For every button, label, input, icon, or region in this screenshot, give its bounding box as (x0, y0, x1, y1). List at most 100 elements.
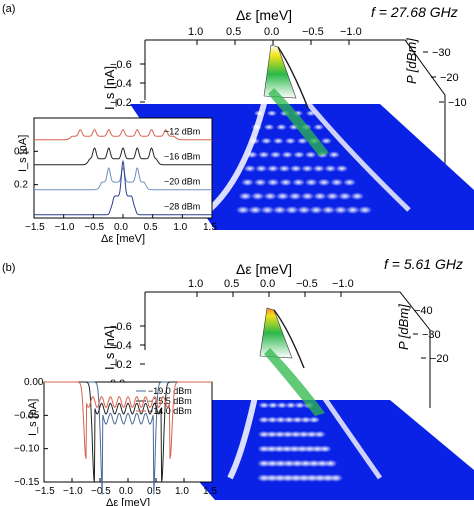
inset-x-tick-label: −1.5 (25, 222, 45, 233)
surface-ripple (266, 416, 279, 424)
surface-ripple (272, 206, 287, 214)
inset-legend-label: −15.5 dBm (148, 396, 192, 406)
z-tick-label: −0.4 (110, 340, 132, 352)
p-tick-label: −30 (432, 47, 451, 59)
inset-x-tick-label: 1.0 (175, 486, 189, 497)
surface-ripple (304, 178, 318, 187)
inset-x-tick-label: 0.0 (114, 222, 128, 233)
panel-label-a: (a) (2, 3, 15, 15)
inset-x-label: Δε [meV] (101, 233, 145, 245)
surface-ripple (304, 151, 317, 159)
surface-ripple (263, 123, 275, 131)
surface-ripple (323, 459, 338, 468)
p-tick-label: −30 (422, 329, 441, 341)
surface-ripple (313, 430, 326, 438)
panel-label-b: (b) (2, 262, 15, 274)
surface-ripple (325, 192, 340, 201)
surface-ripple (345, 206, 360, 214)
surface-ripple (313, 192, 327, 201)
x-tick-label: 0.5 (224, 278, 239, 290)
surface-ripple (284, 137, 297, 145)
surface-ripple (284, 206, 299, 214)
ticks-a: 1.00.50.0−0.5−1.0−0.6−0.4−0.20.0−30−20−1… (110, 26, 467, 128)
inset-x-tick-label: −1.5 (35, 486, 55, 497)
z-axis-label-a: I_s [nA] (102, 66, 117, 110)
surface-ripple (274, 387, 286, 394)
inset-b: −1.5 −1.0 −0.5 0.0 0.5 1.0 1.5−0.15−0.10−0.050… (14, 377, 217, 506)
surface-ripple (318, 445, 332, 453)
surface-ripple (266, 110, 277, 117)
surface-ripple (299, 416, 312, 424)
surface-ripple (343, 178, 356, 187)
surface-ripple (293, 151, 305, 159)
p-tick-label: −20 (430, 353, 449, 365)
surface-ripple (283, 416, 295, 424)
surface-ripple (278, 164, 291, 173)
surface-ripple (335, 164, 348, 173)
inset-y-label: I_s [nA] (27, 399, 39, 436)
surface-ripple (350, 192, 365, 201)
x-axis-label-b: Δε [meV] (236, 261, 292, 277)
y-axis-label-a: P [dBm] (404, 38, 419, 84)
surface-ripple (257, 151, 270, 159)
box-frame-a (144, 39, 446, 195)
x-tick-label: 1.0 (188, 278, 203, 290)
surface-ripple (276, 123, 287, 131)
surface-ripple (279, 178, 293, 187)
x-axis-label-a: Δε [meV] (236, 7, 292, 23)
surface-ridge-green (268, 88, 329, 156)
surface-ripple (281, 151, 294, 159)
box-frame-b (144, 291, 431, 408)
inset-x-tick-label: −0.5 (91, 486, 111, 497)
inset-x-tick-label: 1.5 (203, 222, 217, 233)
surface-ripple (296, 137, 309, 145)
inset-series-label: −12 dBm (164, 127, 200, 137)
ticks-b: 1.00.50.0−0.5−1.0−0.6−0.4−0.20.0−40−30−2… (110, 278, 449, 390)
surface-ripple (266, 164, 279, 173)
surface-ripple (292, 178, 305, 187)
inset-a: −1.5 −1.0 −0.5 0.0 0.5 1.0 1.5 0.2 0.4 Δε [meV] I_… (14, 117, 217, 245)
surface-ripple (236, 206, 250, 214)
surface-ripple (285, 401, 297, 409)
inset-series-label: −20 dBm (164, 177, 200, 187)
surface-peak-ridge (273, 309, 305, 369)
surface-ripple (267, 373, 278, 380)
x-tick-label: −1.0 (332, 278, 354, 290)
z-tick-label: −0.2 (110, 97, 132, 109)
frequency-label-b: f = 5.61 GHz (384, 256, 463, 272)
x-tick-label: 0.0 (264, 26, 279, 38)
surface-ripple (317, 178, 331, 187)
surface-ripple (313, 123, 324, 131)
x-tick-label: −0.5 (296, 278, 318, 290)
surface-ripple (238, 192, 252, 201)
surface-ripple (266, 387, 278, 394)
surface-ripple (255, 164, 268, 173)
inset-series-line (34, 159, 212, 216)
x-tick-label: −1.0 (340, 26, 362, 38)
surface-ripple (243, 164, 256, 173)
surface-ripple (260, 206, 275, 214)
inset-x-tick-label: 1.0 (173, 222, 187, 233)
inset-x-tick-label: −1.0 (55, 222, 75, 233)
surface-ripple (312, 164, 325, 173)
inset-y-tick-label: 0.2 (14, 180, 28, 191)
surface-ripple (263, 192, 277, 201)
x-tick-label: 0.5 (226, 26, 241, 38)
surface-ripple (260, 137, 273, 145)
surface-ridge-green (264, 348, 325, 416)
surface-ripple (320, 137, 333, 145)
surface-ripple (276, 401, 288, 409)
surface-ripple (274, 416, 287, 424)
surface-ripple (324, 164, 337, 173)
surface-ripple (250, 192, 265, 201)
surface-ripple (258, 416, 270, 424)
inset-x-tick-label: −0.5 (84, 222, 104, 233)
z-tick-label: −0.6 (110, 321, 132, 333)
surface-ripple (288, 192, 302, 201)
surface-ripple (330, 178, 344, 187)
inset-series-line (34, 129, 212, 141)
surface-ripple (328, 151, 340, 159)
x-tick-label: 1.0 (188, 26, 203, 38)
inset-frame (43, 381, 213, 483)
